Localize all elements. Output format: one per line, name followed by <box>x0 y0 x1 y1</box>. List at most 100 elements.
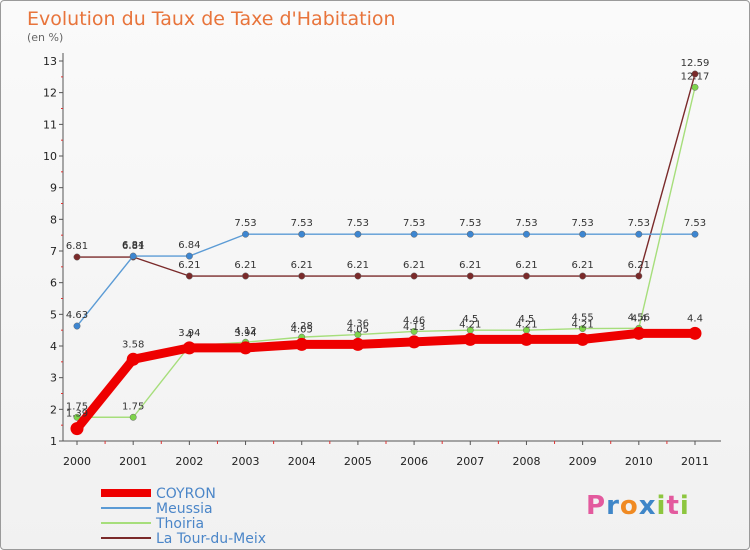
data-label: 4.05 <box>291 324 313 335</box>
data-label: 6.21 <box>291 260 313 271</box>
data-label: 7.53 <box>684 218 706 229</box>
data-label: 7.53 <box>234 218 256 229</box>
data-point <box>688 326 702 340</box>
chart-subtitle: (en %) <box>27 31 63 44</box>
data-label: 4.4 <box>687 313 703 324</box>
data-point <box>691 230 699 238</box>
data-label: 6.21 <box>515 260 537 271</box>
data-point <box>410 327 418 335</box>
legend-item: Thoiria <box>101 516 204 532</box>
y-tick-label: 8 <box>50 213 57 226</box>
data-label: 4.13 <box>403 322 425 333</box>
x-tick-label: 2005 <box>344 455 372 468</box>
y-tick-label: 11 <box>43 118 57 131</box>
data-point <box>354 272 362 280</box>
series-meussia: 4.63 6.84 6.84 7.53 7.53 7.53 7.53 7.53 7.53 7.53… <box>66 218 706 330</box>
data-point <box>129 252 137 260</box>
data-point <box>354 230 362 238</box>
data-label: 7.53 <box>291 218 313 229</box>
data-label: 12.17 <box>681 71 710 82</box>
data-label: 6.81 <box>66 241 88 252</box>
x-tick-label: 2000 <box>63 455 91 468</box>
data-label: 4.55 <box>572 313 594 324</box>
data-label: 3.94 <box>178 328 200 339</box>
data-point <box>129 413 137 421</box>
data-point <box>410 230 418 238</box>
data-point <box>523 272 530 280</box>
data-label: 4.12 <box>234 326 256 337</box>
series-thoiria: 1.75 1.75 4 4.12 4.28 4.36 4.46 4.5 4.5 4.55 4.56 1… <box>66 71 710 421</box>
data-point <box>295 337 309 351</box>
data-label: 3.58 <box>122 339 144 350</box>
legend-item: La Tour-du-Meix <box>101 531 266 547</box>
data-label: 4.21 <box>572 319 594 330</box>
x-tick-label: 2009 <box>569 455 597 468</box>
logo-letter: x <box>638 491 657 521</box>
data-point <box>73 253 81 261</box>
series-line <box>76 86 696 418</box>
data-label: 4.5 <box>462 314 478 325</box>
data-point <box>354 331 362 339</box>
data-point <box>351 337 365 351</box>
y-tick-label: 6 <box>50 277 57 290</box>
data-point <box>691 83 699 91</box>
data-label: 12.59 <box>681 58 710 69</box>
data-point <box>410 272 418 280</box>
data-point <box>298 230 306 238</box>
data-label: 6.21 <box>459 260 481 271</box>
x-tick-label: 2004 <box>288 455 316 468</box>
logo-letter: i <box>679 491 690 521</box>
x-tick-label: 2007 <box>456 455 484 468</box>
data-label: 4.63 <box>66 310 88 321</box>
data-label: 4.05 <box>347 324 369 335</box>
series-line <box>76 233 696 327</box>
data-point <box>73 413 81 421</box>
data-point <box>185 272 193 280</box>
data-point <box>579 272 587 280</box>
logo-letter: t <box>666 491 680 521</box>
data-label: 6.21 <box>628 260 650 271</box>
y-tick-label: 10 <box>43 150 57 163</box>
data-label: 4.56 <box>628 312 650 323</box>
x-tick-label: 2002 <box>175 455 203 468</box>
y-tick-label: 13 <box>43 55 57 68</box>
data-label: 4 <box>186 330 192 341</box>
data-label: 6.21 <box>178 260 200 271</box>
x-tick-label: 2011 <box>681 455 709 468</box>
series-line <box>76 73 696 277</box>
data-label: 4.46 <box>403 315 425 326</box>
data-point <box>579 325 587 333</box>
data-label: 7.53 <box>628 218 650 229</box>
data-label: 6.84 <box>178 240 200 251</box>
data-point <box>635 230 643 238</box>
data-point <box>519 332 533 346</box>
x-tick-label: 2006 <box>400 455 428 468</box>
data-point <box>635 272 643 280</box>
data-label: 6.81 <box>122 241 144 252</box>
data-label: 1.75 <box>122 401 144 412</box>
data-point <box>182 341 196 355</box>
data-label: 4.21 <box>515 319 537 330</box>
data-point <box>523 230 530 238</box>
data-point <box>632 326 646 340</box>
x-tick-label: 2003 <box>232 455 260 468</box>
data-label: 6.84 <box>122 240 144 251</box>
chart-title: Evolution du Taux de Taxe d'Habitation <box>27 8 396 30</box>
data-point <box>73 322 81 330</box>
logo-letter: o <box>619 491 639 521</box>
data-label: 7.53 <box>572 218 594 229</box>
legend-item: COYRON <box>101 486 216 502</box>
series-line <box>72 328 700 434</box>
data-label: 7.53 <box>459 218 481 229</box>
data-point <box>576 332 590 346</box>
legend-label: COYRON <box>156 486 216 502</box>
data-label: 6.21 <box>572 260 594 271</box>
data-label: 1.75 <box>66 401 88 412</box>
y-tick-label: 9 <box>50 182 57 195</box>
y-tick-label: 2 <box>50 403 57 416</box>
data-label: 4.36 <box>347 319 369 330</box>
data-point <box>70 422 84 436</box>
